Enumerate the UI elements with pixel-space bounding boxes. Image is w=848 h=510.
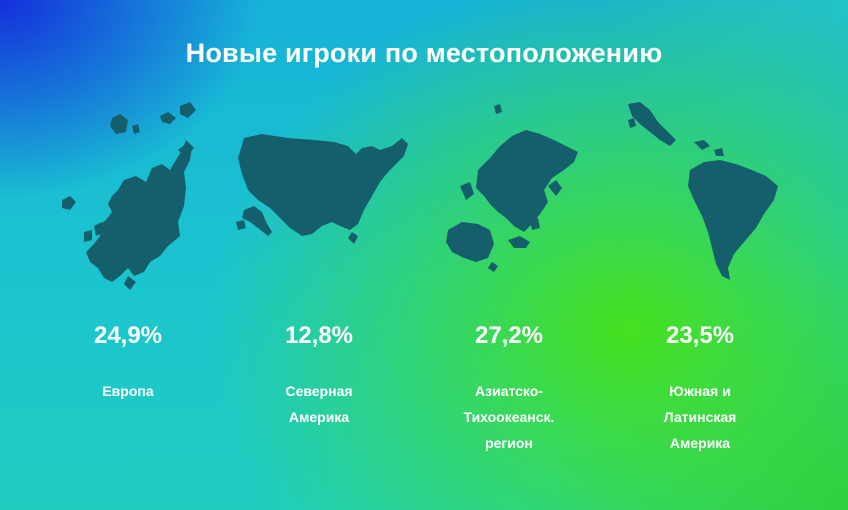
north-america-value: 12,8%: [284, 322, 354, 349]
south-latin-america-label-line: Америка: [669, 435, 731, 451]
south-latin-america-label-line: Латинская: [663, 409, 737, 425]
europe-label: Европа: [38, 378, 218, 404]
chart-title: Новые игроки по местоположению: [185, 38, 663, 68]
europe-map-icon: [62, 102, 196, 290]
asia-pacific-value: 27,2%: [474, 322, 544, 349]
south-latin-america-label: Южная и Латинская Америка: [610, 378, 790, 456]
asia-pacific-label-line: Азиатско-: [475, 383, 543, 399]
north-america-map-icon: [236, 134, 408, 244]
europe-value: 24,9%: [93, 322, 163, 349]
north-america-label-line: Америка: [288, 409, 350, 425]
south-latin-america-value: 23,5%: [665, 322, 735, 349]
asia-pacific-label: Азиатско- Тихоокеанск. регион: [419, 378, 599, 456]
europe-label-line: Европа: [102, 383, 154, 399]
north-america-label: Северная Америка: [229, 378, 409, 430]
south-latin-america-label-line: Южная и: [669, 383, 731, 399]
asia-pacific-label-line: регион: [485, 435, 533, 451]
north-america-label-line: Северная: [285, 383, 353, 399]
asia-pacific-label-line: Тихоокеанск.: [463, 409, 555, 425]
south-latin-america-map-icon: [628, 102, 778, 280]
asia-pacific-map-icon: [446, 104, 578, 272]
